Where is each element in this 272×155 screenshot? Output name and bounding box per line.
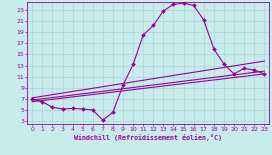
X-axis label: Windchill (Refroidissement éolien,°C): Windchill (Refroidissement éolien,°C)	[74, 134, 222, 141]
